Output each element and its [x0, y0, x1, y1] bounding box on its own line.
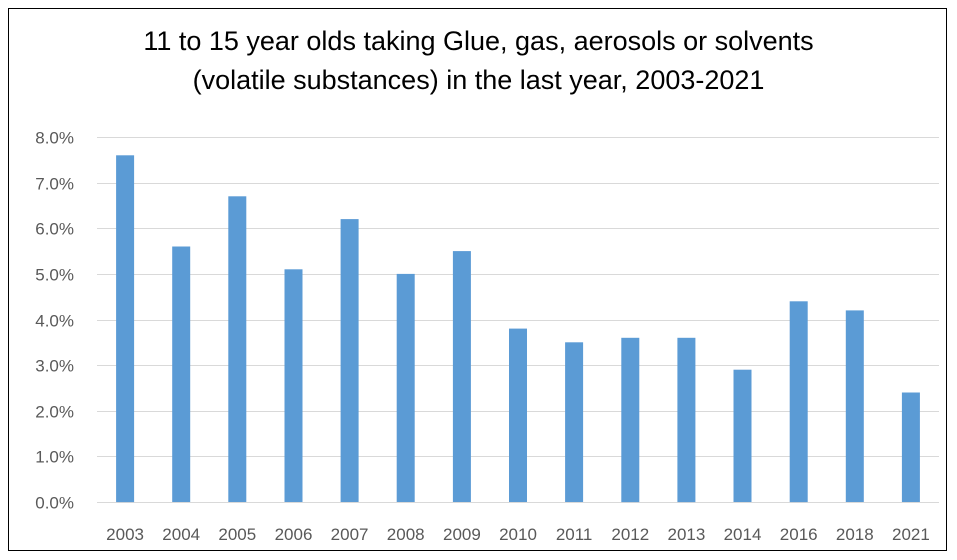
y-tick-label: 8.0%	[35, 129, 74, 148]
bar-2004	[172, 246, 191, 502]
bar-2003	[116, 155, 135, 503]
x-tick-label: 2006	[275, 525, 313, 544]
bar-2006	[284, 269, 303, 502]
bar-2009	[452, 251, 471, 502]
y-tick-label: 6.0%	[35, 220, 74, 239]
x-tick-label: 2018	[836, 525, 874, 544]
bar-2016	[789, 301, 808, 503]
y-tick-label: 0.0%	[35, 494, 74, 513]
bar-2007	[340, 219, 359, 502]
bar-2011	[565, 342, 584, 502]
bar-2021	[901, 392, 920, 502]
y-tick-label: 2.0%	[35, 403, 74, 422]
y-tick-label: 4.0%	[35, 312, 74, 331]
bar-2014	[733, 369, 752, 502]
bars	[116, 155, 920, 503]
x-tick-label: 2003	[106, 525, 144, 544]
x-tick-label: 2010	[499, 525, 537, 544]
x-tick-label: 2004	[162, 525, 200, 544]
x-tick-label: 2021	[892, 525, 930, 544]
x-tick-label: 2016	[780, 525, 818, 544]
x-tick-label: 2011	[556, 525, 593, 544]
x-tick-label: 2007	[331, 525, 369, 544]
y-tick-label: 5.0%	[35, 266, 74, 285]
y-axis-tick-labels: 0.0% 1.0% 2.0% 3.0% 4.0% 5.0% 6.0% 7.0% 8.0%	[35, 129, 74, 513]
chart-title-line-1: 11 to 15 year olds taking Glue, gas, aer…	[143, 26, 814, 56]
bar-2010	[509, 328, 527, 502]
x-tick-label: 2009	[443, 525, 481, 544]
y-tick-label: 3.0%	[35, 357, 74, 376]
bar-2012	[621, 337, 640, 503]
chart-title-line-2: (volatile substances) in the last year, …	[192, 65, 765, 95]
x-tick-label: 2012	[611, 525, 649, 544]
y-tick-label: 7.0%	[35, 175, 74, 194]
bar-2008	[396, 273, 415, 502]
bar-2013	[677, 337, 696, 503]
x-tick-label: 2008	[387, 525, 425, 544]
x-axis-tick-labels: 2003 2004 2005 2006 2007 2008 2009 2010 2011 2012…	[106, 525, 930, 544]
x-tick-label: 2014	[724, 525, 762, 544]
y-tick-label: 1.0%	[35, 448, 74, 467]
x-tick-label: 2013	[667, 525, 705, 544]
chart-title: 11 to 15 year olds taking Glue, gas, aer…	[0, 22, 957, 100]
x-tick-label: 2005	[218, 525, 256, 544]
bar-2018	[845, 310, 864, 502]
bar-2005	[228, 196, 247, 503]
